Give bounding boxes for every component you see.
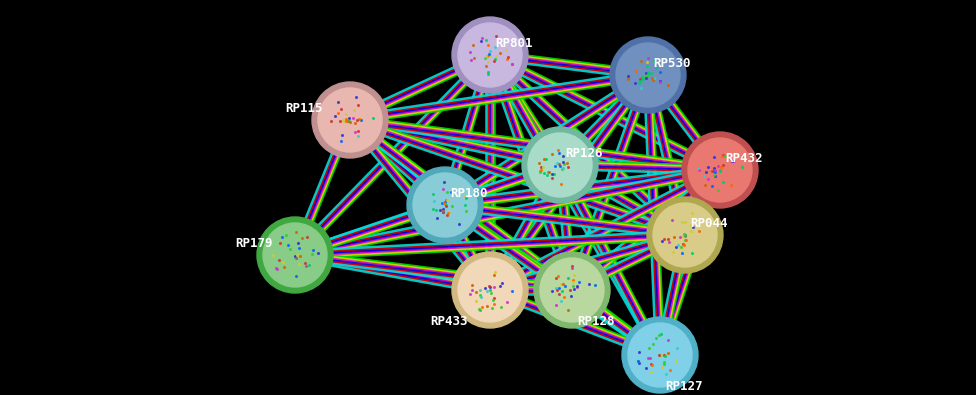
Text: RP801: RP801 [495,37,533,50]
Circle shape [257,217,333,293]
Circle shape [528,133,592,197]
Circle shape [263,223,327,287]
Text: RP128: RP128 [577,315,615,328]
Circle shape [534,252,610,328]
Circle shape [628,323,692,387]
Circle shape [452,252,528,328]
Circle shape [312,82,388,158]
Text: RP127: RP127 [665,380,703,393]
Circle shape [413,173,477,237]
Text: RP115: RP115 [285,102,322,115]
Text: RP180: RP180 [450,187,487,200]
Circle shape [647,197,723,273]
Circle shape [318,88,382,152]
Circle shape [653,203,717,267]
Circle shape [522,127,598,203]
Circle shape [407,167,483,243]
Circle shape [458,258,522,322]
Circle shape [452,17,528,93]
Text: RP044: RP044 [690,217,727,230]
Text: RP530: RP530 [653,57,690,70]
Circle shape [688,138,752,202]
Text: RP433: RP433 [430,315,468,328]
Circle shape [610,37,686,113]
Text: RP126: RP126 [565,147,602,160]
Circle shape [540,258,604,322]
Text: RP432: RP432 [725,152,762,165]
Text: RP179: RP179 [235,237,272,250]
Circle shape [622,317,698,393]
Circle shape [682,132,758,208]
Circle shape [616,43,680,107]
Circle shape [458,23,522,87]
